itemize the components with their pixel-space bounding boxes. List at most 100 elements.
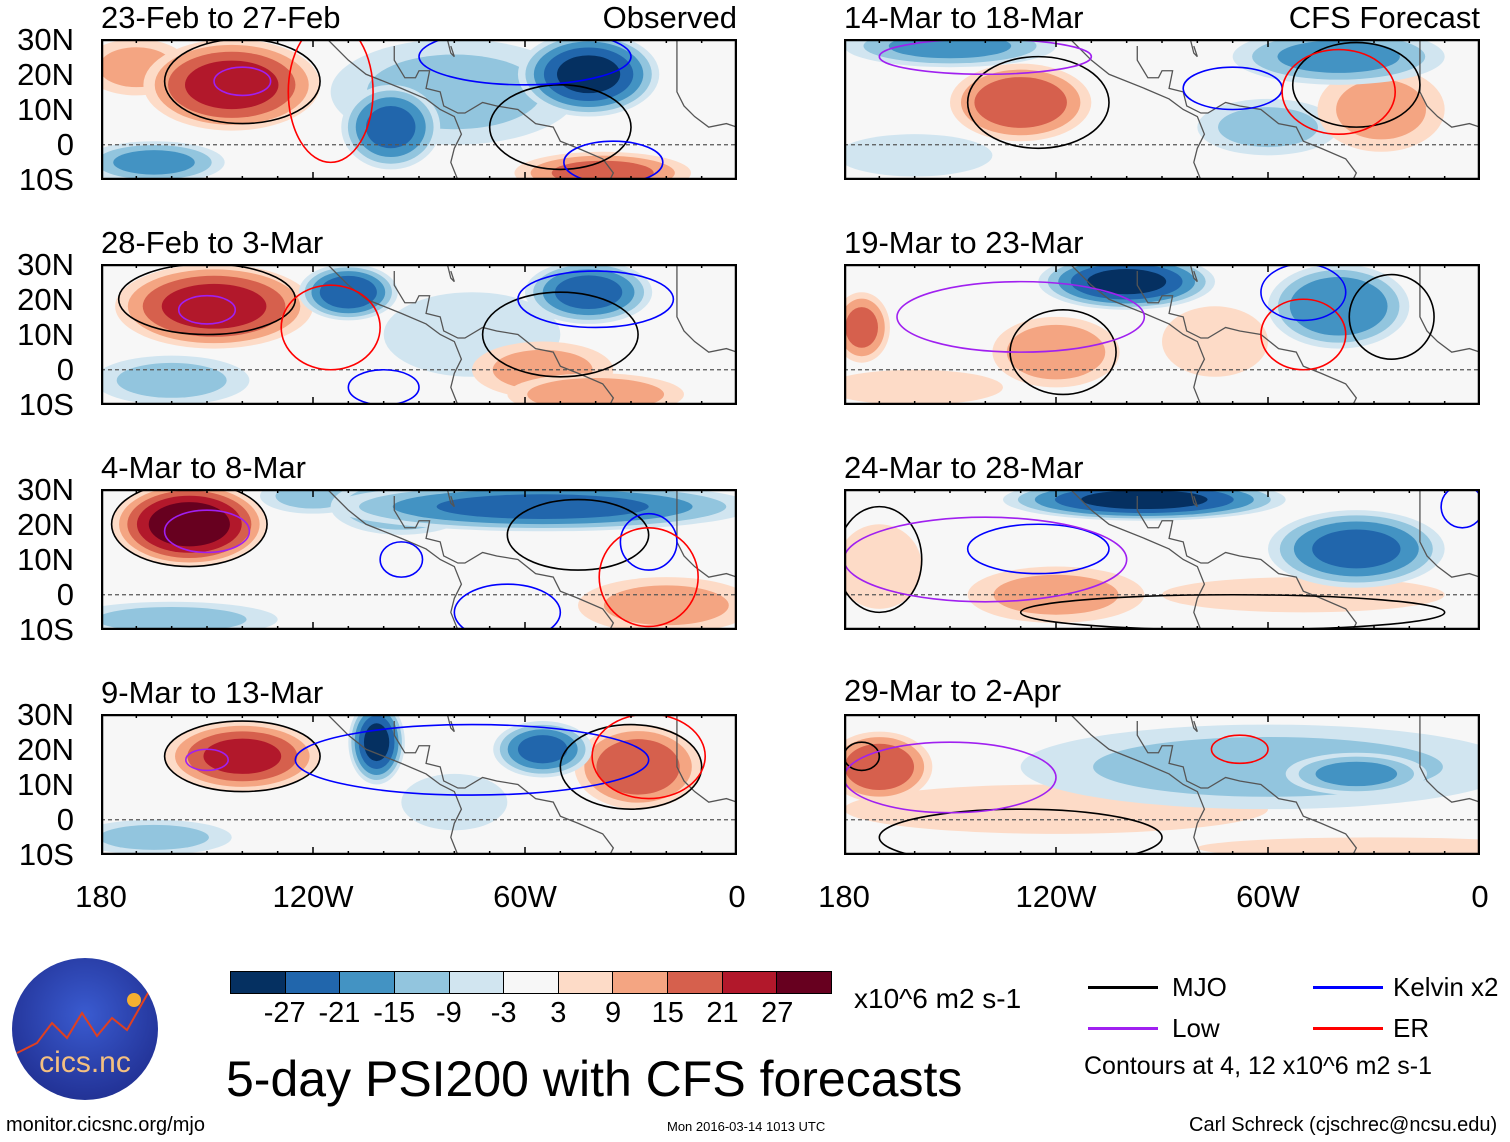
wave-contour: [844, 516, 1128, 603]
coastline: [446, 264, 455, 283]
anomaly-shading: [161, 283, 267, 329]
coastline: [326, 264, 463, 405]
lat-label: 10N: [17, 542, 74, 577]
colorbar-label: 3: [550, 997, 567, 1029]
panel-title: 4-Mar to 8-Mar: [101, 450, 306, 485]
colorbar-label: -9: [436, 997, 462, 1029]
map-panel: [101, 264, 737, 405]
lat-label: 10S: [18, 387, 74, 422]
wave-contour: [1348, 273, 1435, 360]
coastline: [393, 46, 615, 180]
wave-contour: [163, 509, 251, 554]
wave-contour: [896, 280, 1146, 353]
map-panel: [844, 39, 1480, 180]
coastline: [393, 496, 615, 630]
anomaly-shading: [1312, 529, 1401, 569]
anomaly-shading: [436, 494, 649, 519]
wave-contour: [481, 291, 639, 378]
anomaly-shading: [844, 524, 922, 609]
colorbar-swatch: [285, 972, 341, 993]
lon-label: 0: [728, 879, 746, 914]
map-panel: [844, 489, 1480, 630]
coastline: [1419, 714, 1480, 803]
coastline: [393, 721, 615, 855]
anomaly-shading: [184, 60, 279, 110]
colorbar-swatch: [231, 972, 286, 993]
wave-contour: [163, 720, 321, 793]
panel-title: 9-Mar to 13-Mar: [101, 675, 324, 710]
lat-label: 20N: [17, 282, 74, 317]
wave-contour: [563, 140, 664, 180]
wave-contour: [559, 723, 703, 810]
map-panel: [844, 714, 1480, 855]
lon-label: 120W: [272, 879, 354, 914]
source-url[interactable]: monitor.cicsnc.org/mjo: [6, 1114, 205, 1136]
coastline: [1069, 489, 1206, 630]
panel-title: 24-Mar to 28-Mar: [844, 450, 1084, 485]
anomaly-shading: [148, 502, 230, 547]
anomaly-shading: [556, 55, 621, 94]
colorbar-label: 27: [761, 997, 794, 1029]
coastline: [1136, 46, 1358, 180]
lon-label: 180: [75, 879, 127, 914]
wave-contour: [506, 498, 650, 571]
panel-kind-label: CFS Forecast: [1288, 0, 1480, 35]
colorbar-label: 15: [651, 997, 684, 1029]
coastline: [326, 489, 463, 630]
lat-label: 30N: [17, 22, 74, 57]
map-panel: [101, 39, 737, 180]
anomaly-shading: [844, 134, 993, 177]
colorbar-swatch: [449, 972, 505, 993]
lat-label: 20N: [17, 507, 74, 542]
lat-label: 10N: [17, 767, 74, 802]
wave-contour: [1019, 593, 1446, 630]
lat-label: 10S: [18, 837, 74, 872]
wave-contour: [844, 741, 1057, 814]
anomaly-shading: [1006, 324, 1106, 380]
colorbar-label: 21: [706, 997, 739, 1029]
coastline: [1189, 714, 1198, 733]
map-panel: [101, 714, 737, 855]
panel-title: 28-Feb to 3-Mar: [101, 225, 324, 260]
colorbar-label: -15: [373, 997, 416, 1029]
wave-contour: [619, 512, 678, 571]
anomaly-shading: [113, 150, 195, 175]
wave-contour: [598, 526, 699, 628]
panel-title: 23-Feb to 27-Feb: [101, 0, 341, 35]
anomaly-shading: [1277, 40, 1400, 73]
coastline: [1189, 489, 1198, 508]
page-title: 5-day PSI200 with CFS forecasts: [226, 1051, 963, 1107]
coastline: [1189, 39, 1198, 58]
wave-contour: [280, 284, 381, 371]
lat-label: 0: [56, 577, 74, 612]
panel-kind-label: Observed: [602, 0, 737, 35]
colorbar-swatch: [613, 972, 669, 993]
anomaly-shading: [101, 606, 247, 630]
cics-logo: cics.nc: [12, 958, 158, 1100]
coastline: [676, 264, 737, 353]
anomaly-shading: [844, 743, 915, 790]
lon-label: 120W: [1015, 879, 1097, 914]
anomaly-shading: [517, 735, 568, 764]
wave-contour: [185, 748, 230, 772]
anomaly-shading: [974, 77, 1067, 128]
wave-contour: [177, 294, 237, 325]
legend-label-low: Low: [1172, 1013, 1220, 1043]
lat-label: 30N: [17, 697, 74, 732]
wave-contour: [453, 583, 562, 630]
legend-line-er: [1313, 1027, 1383, 1030]
mountain-icon: [16, 985, 153, 1054]
author: Carl Schreck (cjschrec@ncsu.edu): [1189, 1114, 1498, 1136]
wave-contour: [966, 55, 1110, 150]
coastline: [1419, 39, 1480, 128]
legend-line-low: [1088, 1027, 1158, 1030]
wave-contour: [347, 368, 420, 405]
legend-line-mjo: [1088, 986, 1158, 989]
coastline: [393, 271, 615, 405]
map-panel: [844, 264, 1480, 405]
lat-label: 20N: [17, 57, 74, 92]
panel-title: 19-Mar to 23-Mar: [844, 225, 1084, 260]
coastline: [1136, 721, 1358, 855]
logo-text: cics.nc: [39, 1046, 131, 1079]
anomaly-shading: [401, 773, 508, 831]
